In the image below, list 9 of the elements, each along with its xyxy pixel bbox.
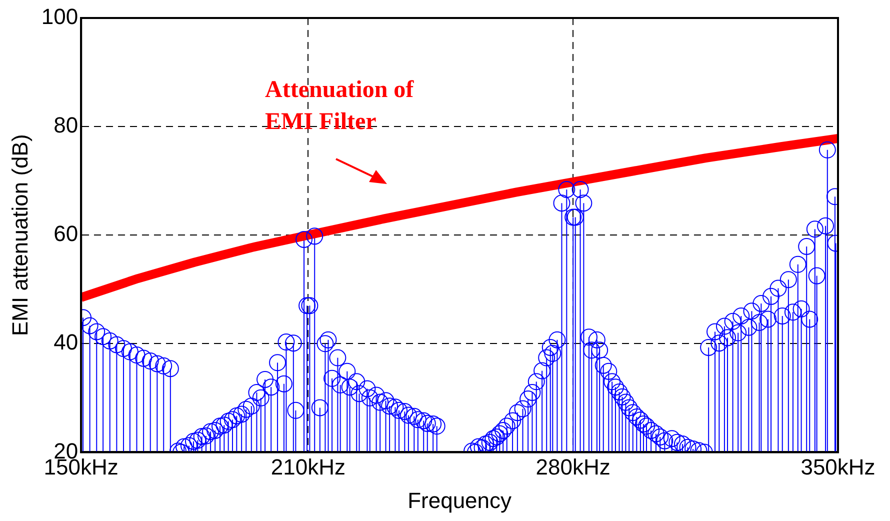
x-tick-label: 350kHz bbox=[800, 454, 876, 480]
x-tick-label: 210kHz bbox=[270, 454, 346, 480]
y-axis-title: EMI attenuation (dB) bbox=[7, 134, 32, 336]
x-tick-label: 280kHz bbox=[536, 454, 610, 480]
y-tick-label: 40 bbox=[54, 330, 78, 355]
y-tick-label: 100 bbox=[41, 4, 78, 30]
x-axis-title: Frequency bbox=[408, 488, 512, 513]
y-tick-label: 60 bbox=[54, 221, 78, 246]
y-tick-label: 80 bbox=[54, 112, 78, 138]
